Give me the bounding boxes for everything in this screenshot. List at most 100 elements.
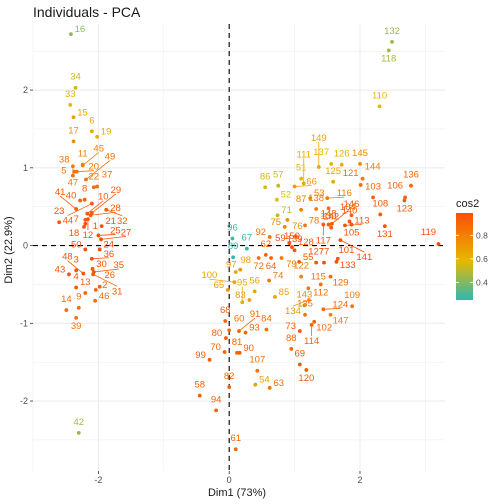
point-label-31: 31 <box>112 286 123 297</box>
point-label-101: 101 <box>339 245 355 256</box>
point-label-24: 24 <box>103 239 114 250</box>
point-label-82: 82 <box>224 371 235 382</box>
point-label-22: 22 <box>89 171 100 182</box>
point-label-68: 68 <box>220 305 231 316</box>
point-55 <box>297 259 302 264</box>
point-88 <box>289 347 294 351</box>
point-8 <box>82 197 87 202</box>
point-label-72: 72 <box>253 261 264 272</box>
point-94 <box>214 408 219 413</box>
point-label-117: 117 <box>316 236 331 247</box>
point-13 <box>83 291 88 295</box>
leader-49 <box>85 160 111 180</box>
point-121 <box>358 183 363 187</box>
point-82 <box>227 385 232 389</box>
point-125 <box>331 179 336 184</box>
point-label-128: 128 <box>298 237 314 248</box>
leader-31 <box>92 273 118 287</box>
plot-panel <box>33 24 445 471</box>
point-24 <box>97 247 102 252</box>
leader-41 <box>59 195 77 210</box>
point-53 <box>308 196 313 201</box>
point-150 <box>290 245 294 250</box>
point-label-123: 123 <box>397 203 413 214</box>
point-label-51: 51 <box>296 163 307 174</box>
legend-colorbar <box>456 213 473 300</box>
point-64 <box>269 256 273 260</box>
label-leaders <box>59 142 365 336</box>
point-label-110: 110 <box>372 90 387 101</box>
point-label-85: 85 <box>279 287 290 298</box>
point-label-120: 120 <box>298 373 314 384</box>
point-61 <box>233 447 238 452</box>
point-label-14: 14 <box>61 294 72 305</box>
point-143 <box>302 303 307 308</box>
point-label-91: 91 <box>250 309 261 320</box>
point-label-37: 37 <box>102 169 113 180</box>
point-label-78: 78 <box>309 215 320 226</box>
y-tick-label: -2 <box>20 396 28 406</box>
reference-lines <box>33 24 445 471</box>
point-91 <box>237 329 241 333</box>
point-label-74: 74 <box>273 271 284 282</box>
point-134 <box>307 298 311 302</box>
point-label-18: 18 <box>69 228 80 239</box>
point-label-98: 98 <box>240 255 251 266</box>
point-label-63: 63 <box>273 378 284 389</box>
point-18 <box>82 224 86 229</box>
point-label-32: 32 <box>117 216 128 227</box>
point-label-61: 61 <box>230 433 241 444</box>
point-label-56: 56 <box>249 275 260 286</box>
point-label-118: 118 <box>381 53 396 64</box>
point-label-4: 4 <box>74 272 79 283</box>
point-42 <box>76 431 81 435</box>
point-44 <box>89 201 94 206</box>
point-68 <box>223 319 228 323</box>
point-label-86: 86 <box>260 171 271 182</box>
point-label-69: 69 <box>295 348 306 359</box>
point-132 <box>390 39 394 44</box>
point-label-84: 84 <box>261 314 272 325</box>
leader-134 <box>292 299 310 307</box>
point-label-107: 107 <box>249 355 265 366</box>
point-103 <box>371 195 375 200</box>
point-label-138: 138 <box>308 193 324 204</box>
point-label-15: 15 <box>77 107 88 118</box>
x-axis-ticks: -2 0 2 <box>94 471 362 485</box>
point-label-121: 121 <box>343 168 359 179</box>
point-51 <box>299 176 304 181</box>
point-21 <box>99 224 104 229</box>
point-89 <box>231 255 236 260</box>
point-120 <box>304 368 309 372</box>
point-104 <box>329 221 334 226</box>
point-63 <box>267 385 272 390</box>
point-label-141: 141 <box>356 252 372 263</box>
point-label-80: 80 <box>212 328 223 339</box>
point-92 <box>267 235 272 239</box>
point-30 <box>90 266 95 271</box>
point-label-124: 124 <box>332 299 348 310</box>
point-26 <box>97 284 102 289</box>
point-label-137: 137 <box>313 147 329 158</box>
point-43 <box>67 272 71 277</box>
point-label-57: 57 <box>273 170 284 181</box>
point-9 <box>76 305 81 310</box>
point-label-139: 139 <box>287 234 303 245</box>
point-label-135: 135 <box>297 299 313 310</box>
point-62 <box>263 252 268 257</box>
point-23 <box>57 220 62 225</box>
point-label-7: 7 <box>74 214 79 225</box>
point-label-111: 111 <box>297 149 311 160</box>
legend-ticks: 0.4 0.6 0.8 <box>456 230 488 287</box>
point-label-106: 106 <box>387 180 403 191</box>
point-label-62: 62 <box>261 239 272 250</box>
legend-tick-label: 0.4 <box>476 277 488 287</box>
legend-tick-label: 0.8 <box>476 230 488 240</box>
point-59 <box>287 241 292 246</box>
cos2-legend: cos2 0.4 0.6 0.8 <box>456 198 488 300</box>
point-128 <box>293 234 298 239</box>
point-label-12: 12 <box>83 230 94 241</box>
point-label-70: 70 <box>210 342 221 353</box>
point-129 <box>328 274 333 279</box>
